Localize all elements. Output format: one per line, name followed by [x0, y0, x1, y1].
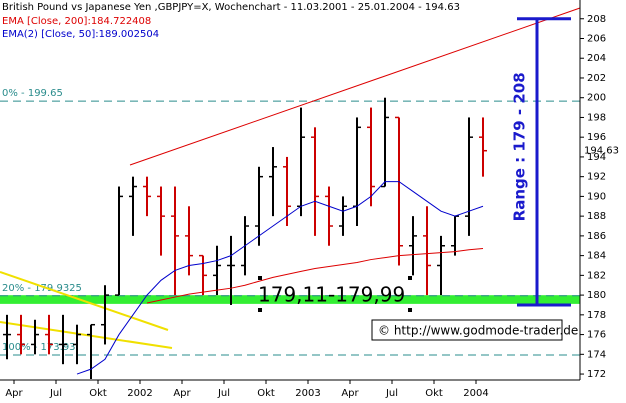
x-tick-label: Jul [217, 388, 230, 399]
legend-entry: EMA [Close, 200]:184.722408 [2, 16, 151, 27]
source-box [371, 319, 563, 341]
y-tick-label: 188 [587, 211, 606, 222]
level-label: 100% - 173.93 [2, 342, 76, 353]
x-tick-label: Apr [5, 388, 23, 399]
y-tick-label: 190 [587, 191, 606, 202]
y-tick-label: 194 [587, 152, 606, 163]
y-tick-label: 186 [587, 231, 606, 242]
level-label: 20% - 179.9325 [2, 283, 82, 294]
x-tick-label: Apr [173, 388, 191, 399]
y-tick-label: 208 [587, 14, 606, 25]
y-tick-label: 198 [587, 112, 606, 123]
y-tick-label: 202 [587, 73, 606, 84]
y-tick-label: 206 [587, 33, 606, 44]
y-tick-label: 204 [587, 53, 606, 64]
marker [408, 308, 412, 312]
range-label: Range : 179 - 208 [511, 72, 529, 221]
trend-line [0, 271, 169, 331]
plot: 172 174 176 178 180 182 184 186 188 190 192 194 196 1… [3, 14, 619, 399]
y-tick-label: 176 [587, 330, 606, 341]
last-price: 194.63 [584, 146, 619, 157]
marker [258, 308, 262, 312]
x-tick-label: Jul [385, 388, 398, 399]
legend-entry: EMA(2) [Close, 50]:189.002504 [2, 29, 159, 40]
y-tick-label: 180 [587, 290, 606, 301]
trend-line [0, 321, 173, 349]
y-tick-label: 184 [587, 251, 606, 262]
support-band [0, 295, 580, 304]
x-tick-label: Okt [257, 388, 275, 399]
ema-line [76, 181, 484, 375]
y-tick-label: 192 [587, 172, 606, 183]
x-tick-label: Okt [89, 388, 107, 399]
marker [258, 276, 262, 280]
x-tick-label: Okt [425, 388, 443, 399]
ema-line [146, 248, 484, 304]
x-tick-label: Apr [341, 388, 359, 399]
x-tick-label: Jul [49, 388, 62, 399]
x-tick-label: 2004 [463, 388, 488, 399]
y-tick-label: 178 [587, 310, 606, 321]
source: © http://www.godmode-trader.de [378, 324, 578, 338]
y-tick-label: 200 [587, 93, 606, 104]
y-tick-label: 182 [587, 270, 606, 281]
level-label: 0% - 199.65 [2, 88, 63, 99]
x-tick-label: 2002 [127, 388, 152, 399]
y-tick-label: 174 [587, 349, 606, 360]
band-label: 179,11-179,99 [258, 283, 405, 307]
marker [408, 276, 412, 280]
y-tick-label: 196 [587, 132, 606, 143]
y-tick-label: 172 [587, 369, 606, 380]
under-layer: 0% - 199.65 20% - 179.9325 100% - 173.93 [0, 88, 580, 356]
x-tick-label: 2003 [295, 388, 320, 399]
chart-title: British Pound vs Japanese Yen ,GBPJPY=X,… [2, 2, 460, 13]
trend-line [129, 7, 581, 166]
